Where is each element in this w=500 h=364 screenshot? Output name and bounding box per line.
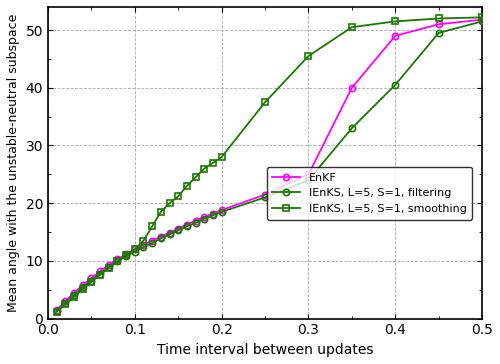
IEnKS, L=5, S=1, filtering: [140, 245, 146, 249]
EnKF: [114, 257, 120, 261]
IEnKS, L=5, S=1, smoothing: [175, 194, 181, 198]
IEnKS, L=5, S=1, smoothing: [158, 210, 164, 214]
IEnKS, L=5, S=1, filtering: [132, 249, 138, 254]
EnKF: [97, 269, 103, 273]
IEnKS, L=5, S=1, filtering: [158, 236, 164, 241]
IEnKS, L=5, S=1, filtering: [202, 217, 207, 221]
IEnKS, L=5, S=1, smoothing: [71, 294, 77, 299]
EnKF: [175, 226, 181, 231]
IEnKS, L=5, S=1, smoothing: [106, 266, 112, 270]
EnKF: [262, 192, 268, 197]
IEnKS, L=5, S=1, filtering: [149, 241, 155, 245]
IEnKS, L=5, S=1, smoothing: [140, 238, 146, 243]
EnKF: [132, 247, 138, 252]
IEnKS, L=5, S=1, smoothing: [436, 16, 442, 21]
IEnKS, L=5, S=1, smoothing: [218, 155, 224, 159]
EnKF: [140, 242, 146, 247]
EnKF: [106, 263, 112, 267]
Line: EnKF: EnKF: [54, 16, 485, 313]
EnKF: [202, 215, 207, 219]
EnKF: [392, 33, 398, 38]
IEnKS, L=5, S=1, filtering: [175, 228, 181, 233]
IEnKS, L=5, S=1, smoothing: [114, 259, 120, 264]
IEnKS, L=5, S=1, smoothing: [184, 184, 190, 188]
EnKF: [184, 222, 190, 227]
IEnKS, L=5, S=1, smoothing: [262, 100, 268, 104]
IEnKS, L=5, S=1, smoothing: [80, 287, 86, 292]
EnKF: [479, 17, 485, 22]
Y-axis label: Mean angle with the unstable-neutral subspace: Mean angle with the unstable-neutral sub…: [7, 13, 20, 312]
IEnKS, L=5, S=1, smoothing: [123, 253, 129, 257]
IEnKS, L=5, S=1, smoothing: [210, 161, 216, 165]
IEnKS, L=5, S=1, filtering: [106, 265, 112, 269]
IEnKS, L=5, S=1, smoothing: [479, 15, 485, 20]
IEnKS, L=5, S=1, smoothing: [392, 19, 398, 24]
EnKF: [166, 230, 172, 235]
IEnKS, L=5, S=1, filtering: [392, 83, 398, 87]
EnKF: [149, 238, 155, 243]
IEnKS, L=5, S=1, filtering: [166, 232, 172, 237]
EnKF: [158, 234, 164, 239]
Line: IEnKS, L=5, S=1, filtering: IEnKS, L=5, S=1, filtering: [54, 18, 485, 314]
EnKF: [88, 276, 94, 280]
EnKF: [349, 86, 355, 90]
IEnKS, L=5, S=1, filtering: [184, 224, 190, 229]
IEnKS, L=5, S=1, smoothing: [62, 302, 68, 306]
EnKF: [62, 299, 68, 304]
EnKF: [192, 218, 198, 223]
EnKF: [218, 208, 224, 212]
Line: IEnKS, L=5, S=1, smoothing: IEnKS, L=5, S=1, smoothing: [54, 14, 485, 315]
IEnKS, L=5, S=1, filtering: [218, 210, 224, 214]
IEnKS, L=5, S=1, filtering: [123, 254, 129, 258]
IEnKS, L=5, S=1, filtering: [71, 293, 77, 297]
IEnKS, L=5, S=1, filtering: [114, 259, 120, 264]
IEnKS, L=5, S=1, filtering: [349, 126, 355, 130]
IEnKS, L=5, S=1, smoothing: [306, 54, 312, 58]
IEnKS, L=5, S=1, filtering: [80, 285, 86, 290]
IEnKS, L=5, S=1, filtering: [479, 19, 485, 24]
EnKF: [71, 290, 77, 295]
IEnKS, L=5, S=1, filtering: [88, 278, 94, 283]
IEnKS, L=5, S=1, filtering: [62, 301, 68, 305]
IEnKS, L=5, S=1, smoothing: [149, 224, 155, 229]
IEnKS, L=5, S=1, smoothing: [88, 280, 94, 284]
IEnKS, L=5, S=1, smoothing: [349, 25, 355, 29]
IEnKS, L=5, S=1, filtering: [210, 213, 216, 218]
IEnKS, L=5, S=1, smoothing: [97, 273, 103, 277]
Legend: EnKF, IEnKS, L=5, S=1, filtering, IEnKS, L=5, S=1, smoothing: EnKF, IEnKS, L=5, S=1, filtering, IEnKS,…: [266, 167, 472, 219]
IEnKS, L=5, S=1, filtering: [97, 272, 103, 276]
IEnKS, L=5, S=1, smoothing: [202, 166, 207, 171]
IEnKS, L=5, S=1, filtering: [54, 309, 60, 313]
IEnKS, L=5, S=1, smoothing: [54, 309, 60, 314]
IEnKS, L=5, S=1, filtering: [262, 195, 268, 199]
EnKF: [436, 22, 442, 27]
EnKF: [54, 308, 60, 312]
EnKF: [80, 283, 86, 287]
EnKF: [123, 252, 129, 256]
IEnKS, L=5, S=1, filtering: [436, 31, 442, 35]
IEnKS, L=5, S=1, filtering: [192, 221, 198, 225]
EnKF: [210, 211, 216, 216]
EnKF: [306, 172, 312, 177]
IEnKS, L=5, S=1, smoothing: [132, 247, 138, 252]
IEnKS, L=5, S=1, smoothing: [166, 201, 172, 205]
X-axis label: Time interval between updates: Time interval between updates: [157, 343, 374, 357]
IEnKS, L=5, S=1, smoothing: [192, 175, 198, 179]
IEnKS, L=5, S=1, filtering: [306, 178, 312, 182]
